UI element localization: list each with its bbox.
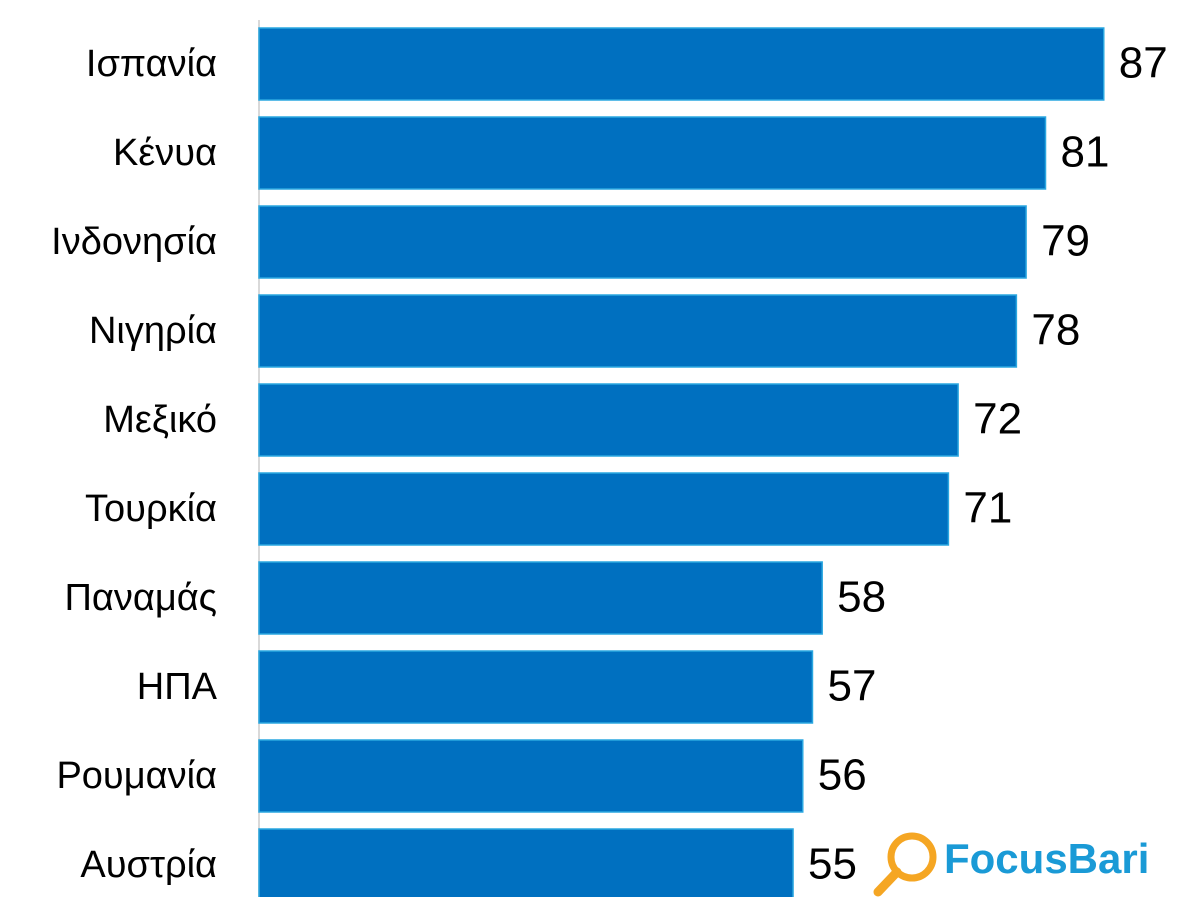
value-label: 55 [808,840,857,889]
bar [258,27,1105,101]
bar [258,116,1047,190]
logo-icon [887,832,937,882]
logo-text: FocusBari [944,835,1149,882]
bar [258,383,959,457]
value-label: 72 [973,395,1022,444]
category-label: Κένυα [113,132,217,174]
value-label: 79 [1041,217,1090,266]
category-label: Νιγηρία [89,310,217,352]
category-label: Ρουμανία [56,755,217,797]
bar [258,650,814,724]
logo: FocusBari [873,832,1149,897]
category-label: Παναμάς [64,577,217,619]
logo-icon-handle [873,867,902,897]
bar [258,294,1018,368]
bar [258,561,823,635]
value-label: 57 [827,662,876,711]
category-label: Ισπανία [86,43,217,85]
bar [258,739,804,813]
bar [258,828,794,897]
value-label: 56 [818,751,867,800]
bar [258,472,950,546]
bar [258,205,1027,279]
value-label: 81 [1061,128,1110,177]
category-label: Μεξικό [103,399,217,441]
category-label: ΗΠΑ [137,666,218,708]
value-label: 58 [837,573,886,622]
category-label: Ινδονησία [51,221,217,263]
category-label: Αυστρία [80,844,217,886]
value-label: 78 [1031,306,1080,355]
value-label: 87 [1119,39,1168,88]
category-label: Τουρκία [85,488,217,530]
value-label: 71 [963,484,1012,533]
